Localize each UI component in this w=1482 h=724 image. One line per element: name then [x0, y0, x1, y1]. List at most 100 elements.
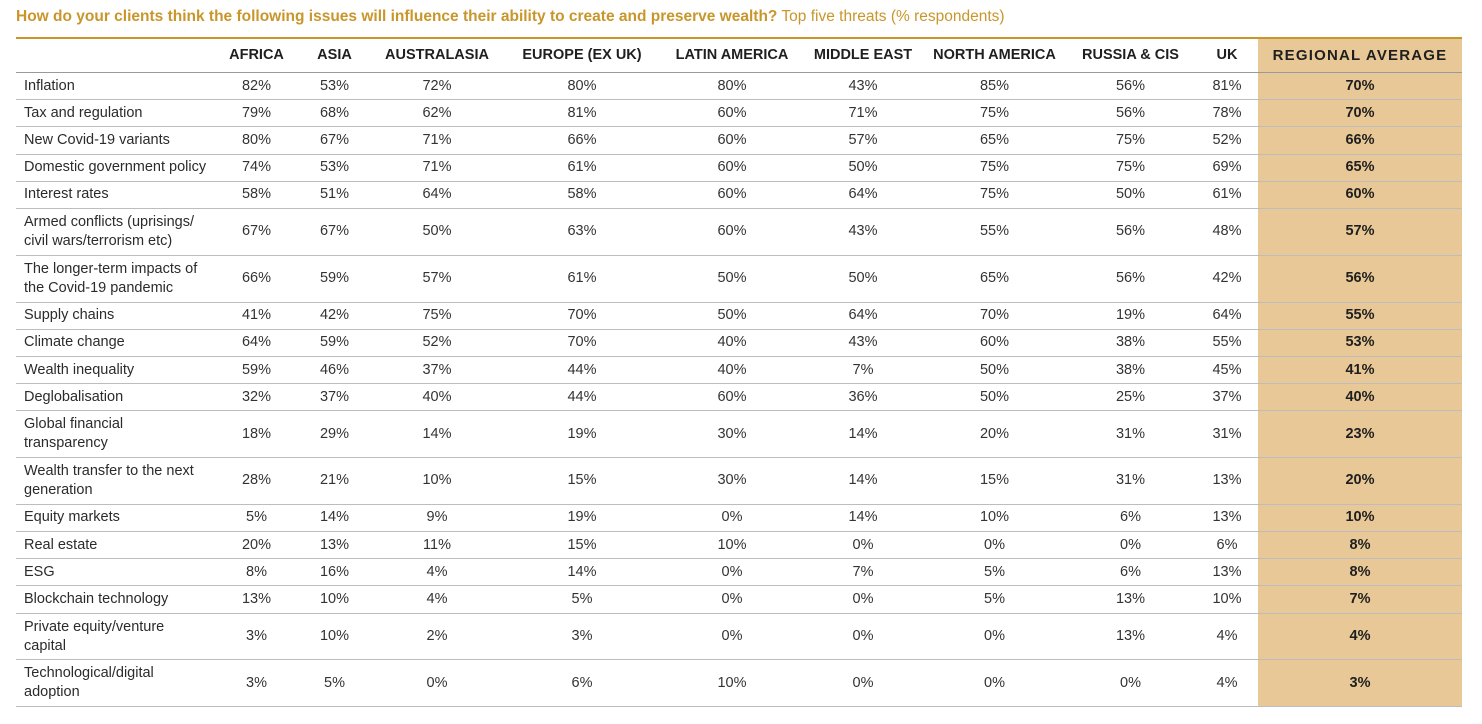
- header-australasia: AUSTRALASIA: [372, 38, 502, 73]
- value-cell: 28%: [216, 457, 297, 505]
- value-cell: 16%: [297, 558, 372, 587]
- issue-label-line: generation: [24, 481, 93, 498]
- header-latin-america: LATIN AMERICA: [662, 38, 802, 73]
- issue-cell: Domestic government policy: [16, 154, 216, 182]
- value-cell: 43%: [802, 72, 924, 101]
- issue-cell: Inflation: [16, 72, 216, 101]
- value-cell: 25%: [1065, 383, 1196, 412]
- table-row: Wealth inequality 59% 46% 37% 44% 40% 7% 50% 38%…: [16, 356, 1462, 385]
- table-row: Climate change 64% 59% 52% 70% 40% 43% 60% 38% 55…: [16, 329, 1462, 357]
- issue-label-line: Private equity/venture: [24, 618, 165, 635]
- value-cell: 4%: [1196, 613, 1258, 661]
- value-cell: 15%: [502, 457, 662, 505]
- issue-label-line: transparency: [24, 435, 108, 452]
- value-cell: 66%: [216, 255, 297, 303]
- value-cell: 0%: [802, 659, 924, 708]
- value-cell: 6%: [1065, 558, 1196, 587]
- value-cell: 70%: [924, 302, 1065, 330]
- value-cell: 50%: [662, 302, 802, 330]
- value-cell: 37%: [372, 356, 502, 385]
- regional-average-cell: 53%: [1258, 329, 1462, 357]
- header-middle-east: MIDDLE EAST: [802, 38, 924, 73]
- issue-cell: Supply chains: [16, 302, 216, 330]
- value-cell: 5%: [297, 659, 372, 708]
- value-cell: 13%: [1196, 457, 1258, 505]
- value-cell: 30%: [662, 457, 802, 505]
- value-cell: 75%: [1065, 154, 1196, 182]
- value-cell: 14%: [297, 504, 372, 533]
- table-row: Domestic government policy 74% 53% 71% 61% 60…: [16, 154, 1462, 182]
- table-row: Technological/digital adoption 3% 5% 0% 6% 10%…: [16, 659, 1462, 708]
- value-cell: 65%: [924, 126, 1065, 155]
- regional-average-cell: 70%: [1258, 72, 1462, 101]
- value-cell: 50%: [372, 208, 502, 256]
- issue-label-line: ESG: [24, 563, 55, 580]
- value-cell: 62%: [372, 99, 502, 128]
- value-cell: 67%: [297, 208, 372, 256]
- value-cell: 60%: [662, 154, 802, 182]
- value-cell: 64%: [802, 181, 924, 209]
- value-cell: 50%: [802, 154, 924, 182]
- regional-average-cell: 55%: [1258, 302, 1462, 330]
- value-cell: 60%: [662, 208, 802, 256]
- issue-label-line: Inflation: [24, 77, 75, 94]
- value-cell: 21%: [297, 457, 372, 505]
- value-cell: 15%: [502, 531, 662, 560]
- value-cell: 50%: [662, 255, 802, 303]
- regional-average-cell: 60%: [1258, 181, 1462, 209]
- regional-average-cell: 20%: [1258, 457, 1462, 505]
- value-cell: 50%: [924, 383, 1065, 412]
- value-cell: 44%: [502, 356, 662, 385]
- value-cell: 60%: [662, 126, 802, 155]
- header-regional-average: REGIONAL AVERAGE: [1258, 38, 1462, 73]
- value-cell: 56%: [1065, 99, 1196, 128]
- value-cell: 57%: [372, 255, 502, 303]
- value-cell: 10%: [662, 659, 802, 708]
- value-cell: 59%: [216, 356, 297, 385]
- value-cell: 75%: [924, 99, 1065, 128]
- value-cell: 37%: [297, 383, 372, 412]
- value-cell: 5%: [924, 558, 1065, 587]
- value-cell: 81%: [1196, 72, 1258, 101]
- issue-cell: Tax and regulation: [16, 99, 216, 128]
- value-cell: 36%: [802, 383, 924, 412]
- value-cell: 67%: [216, 208, 297, 256]
- value-cell: 31%: [1065, 457, 1196, 505]
- value-cell: 60%: [924, 329, 1065, 357]
- header-europe: EUROPE (EX UK): [502, 38, 662, 73]
- value-cell: 75%: [372, 302, 502, 330]
- title-sub: Top five threats (% respondents): [781, 8, 1005, 25]
- value-cell: 6%: [502, 659, 662, 708]
- value-cell: 61%: [502, 154, 662, 182]
- regional-average-cell: 41%: [1258, 356, 1462, 385]
- table-row: Wealth transfer to the next generation 28%…: [16, 457, 1462, 505]
- value-cell: 61%: [1196, 181, 1258, 209]
- issue-label-line: The longer-term impacts of: [24, 260, 198, 277]
- value-cell: 18%: [216, 410, 297, 459]
- issue-cell: Wealth inequality: [16, 356, 216, 385]
- issue-label-line: Tax and regulation: [24, 104, 143, 121]
- value-cell: 0%: [802, 613, 924, 661]
- issue-label-line: Technological/digital: [24, 665, 154, 682]
- value-cell: 71%: [372, 126, 502, 155]
- issue-label-line: Equity markets: [24, 509, 120, 526]
- table-row: ESG 8% 16% 4% 14% 0% 7% 5% 6% 13% 8%: [16, 558, 1462, 587]
- regional-average-cell: 4%: [1258, 613, 1462, 661]
- value-cell: 0%: [662, 504, 802, 533]
- value-cell: 8%: [216, 558, 297, 587]
- value-cell: 42%: [1196, 255, 1258, 303]
- value-cell: 80%: [216, 126, 297, 155]
- issue-cell: Climate change: [16, 329, 216, 357]
- value-cell: 10%: [662, 531, 802, 560]
- regional-average-cell: 23%: [1258, 410, 1462, 459]
- header-africa: AFRICA: [216, 38, 297, 73]
- issue-cell: New Covid-19 variants: [16, 126, 216, 155]
- value-cell: 0%: [662, 613, 802, 661]
- value-cell: 13%: [297, 531, 372, 560]
- issue-cell: Armed conflicts (uprisings/civil wars/te…: [16, 208, 216, 256]
- issue-cell: Interest rates: [16, 181, 216, 209]
- value-cell: 14%: [802, 410, 924, 459]
- header-issue: [16, 38, 216, 73]
- value-cell: 2%: [372, 613, 502, 661]
- value-cell: 80%: [662, 72, 802, 101]
